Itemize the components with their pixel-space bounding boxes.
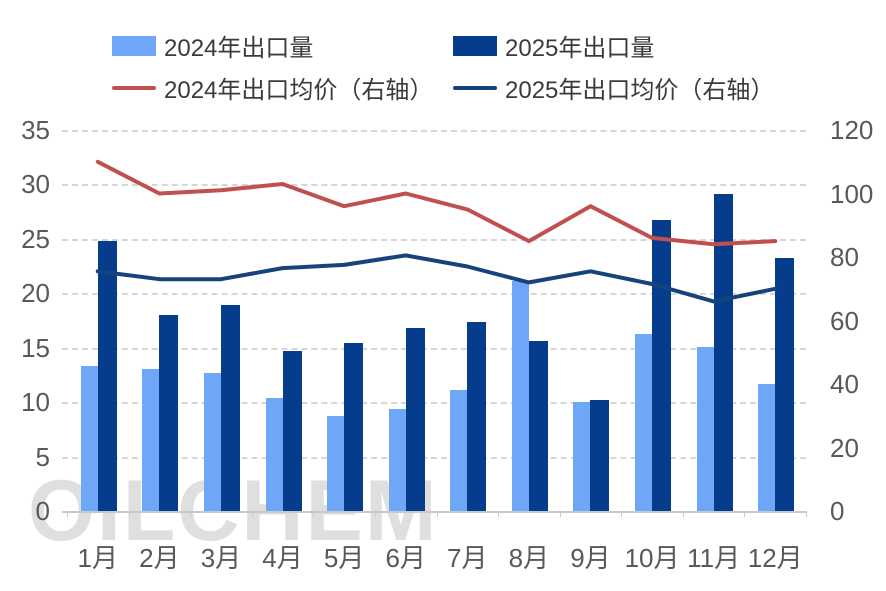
left-axis-tick-10: 10: [21, 387, 50, 418]
bar-2025年出口量-4月: [282, 350, 302, 511]
bar-2024年出口量-11月: [696, 346, 714, 511]
x-axis-label-10: 10月: [624, 543, 680, 573]
bar-2024年出口量-3月: [203, 372, 221, 511]
x-axis-tickmark: [806, 511, 807, 517]
bar-2024年出口量-9月: [573, 402, 591, 511]
gridline-20: [62, 293, 806, 296]
x-axis-tickmark: [744, 511, 746, 517]
x-axis-label-6: 6月: [385, 543, 426, 573]
x-axis-label-9: 9月: [570, 543, 611, 573]
left-axis-tick-0: 0: [35, 496, 50, 526]
x-axis-label-7: 7月: [447, 543, 488, 573]
gridline-25: [62, 238, 806, 241]
left-axis-tick-35: 35: [21, 115, 50, 145]
bar-2025年出口量-1月: [97, 241, 117, 511]
right-axis-tick-120: 120: [830, 115, 874, 145]
x-axis-line: [62, 511, 806, 513]
right-axis-tick-100: 100: [830, 178, 874, 209]
legend-label-2024-volume: 2024年出口量: [164, 35, 314, 62]
gridline-15: [62, 347, 806, 350]
left-axis-tick-20: 20: [21, 278, 50, 309]
bar-2024年出口量-12月: [758, 383, 776, 511]
bar-2025年出口量-6月: [405, 328, 425, 511]
x-axis-label-1: 1月: [77, 543, 119, 573]
left-axis-tick-25: 25: [21, 223, 50, 254]
bar-2025年出口量-10月: [652, 220, 672, 511]
right-axis-tick-20: 20: [830, 432, 859, 463]
bar-2025年出口量-11月: [713, 194, 733, 511]
legend-swatch-2025-price: [453, 85, 497, 90]
bar-2024年出口量-4月: [265, 397, 283, 511]
legend-label-2024-price: 2024年出口均价（右轴）: [164, 77, 434, 104]
bar-2025年出口量-9月: [590, 399, 610, 511]
legend-label-2025-price: 2025年出口均价（右轴）: [505, 77, 775, 104]
x-axis-tickmark: [251, 511, 253, 517]
bar-2025年出口量-8月: [528, 341, 548, 511]
gridline-5: [62, 456, 806, 459]
gridline-10: [62, 402, 806, 405]
left-axis-tick-30: 30: [21, 169, 50, 200]
legend-swatch-2024-price: [112, 85, 156, 90]
x-axis-label-12: 12月: [747, 543, 803, 573]
x-axis-tickmark: [621, 511, 623, 517]
bar-2024年出口量-2月: [142, 369, 160, 511]
right-axis-tick-60: 60: [830, 305, 859, 336]
bar-2025年出口量-12月: [775, 258, 795, 511]
right-axis-tick-40: 40: [830, 369, 859, 399]
left-axis-tick-15: 15: [21, 332, 50, 363]
bar-2024年出口量-5月: [327, 416, 345, 511]
x-axis-tickmark: [313, 511, 315, 517]
x-axis-tickmark: [190, 511, 192, 517]
legend-swatch-2025-volume: [453, 35, 497, 56]
bar-2024年出口量-8月: [511, 281, 529, 511]
x-axis-tickmark: [559, 511, 561, 517]
right-axis-tick-80: 80: [830, 242, 859, 272]
bar-2025年出口量-2月: [159, 315, 179, 511]
legend-swatch-2024-volume: [112, 35, 156, 56]
bar-2025年出口量-7月: [467, 321, 487, 511]
left-axis-tick-5: 5: [35, 441, 50, 472]
x-axis-tickmark: [436, 511, 438, 517]
x-axis-tickmark: [498, 511, 500, 517]
bar-2024年出口量-1月: [80, 366, 98, 511]
x-axis-label-3: 3月: [200, 543, 242, 573]
x-axis-label-4: 4月: [262, 543, 303, 573]
legend-label-2025-volume: 2025年出口量: [505, 35, 655, 62]
x-axis-label-8: 8月: [508, 543, 550, 573]
line-2024年出口均价（右轴）: [95, 159, 778, 247]
x-axis-tickmark: [128, 511, 130, 517]
bar-2024年出口量-6月: [388, 408, 406, 511]
bar-2024年出口量-10月: [635, 333, 653, 511]
bar-2025年出口量-3月: [220, 305, 240, 511]
x-axis-tickmark: [682, 511, 684, 517]
legend-item-2024-price: 2024年出口均价（右轴）: [112, 70, 433, 105]
legend-item-2025-price: 2025年出口均价（右轴）: [453, 70, 774, 105]
x-axis-label-5: 5月: [323, 543, 365, 573]
x-axis-tickmark: [374, 511, 376, 517]
legend-item-2025-volume: 2025年出口量: [453, 28, 654, 63]
x-axis-label-11: 11月: [687, 543, 741, 573]
x-axis-label-2: 2月: [139, 543, 180, 573]
legend-item-2024-volume: 2024年出口量: [112, 28, 313, 63]
gridline-30: [62, 184, 806, 187]
right-axis-tick-0: 0: [830, 496, 845, 526]
bar-2024年出口量-7月: [450, 390, 468, 511]
gridline-35: [62, 130, 806, 132]
x-axis-tickmark: [67, 511, 68, 517]
bar-2025年出口量-5月: [344, 343, 364, 511]
